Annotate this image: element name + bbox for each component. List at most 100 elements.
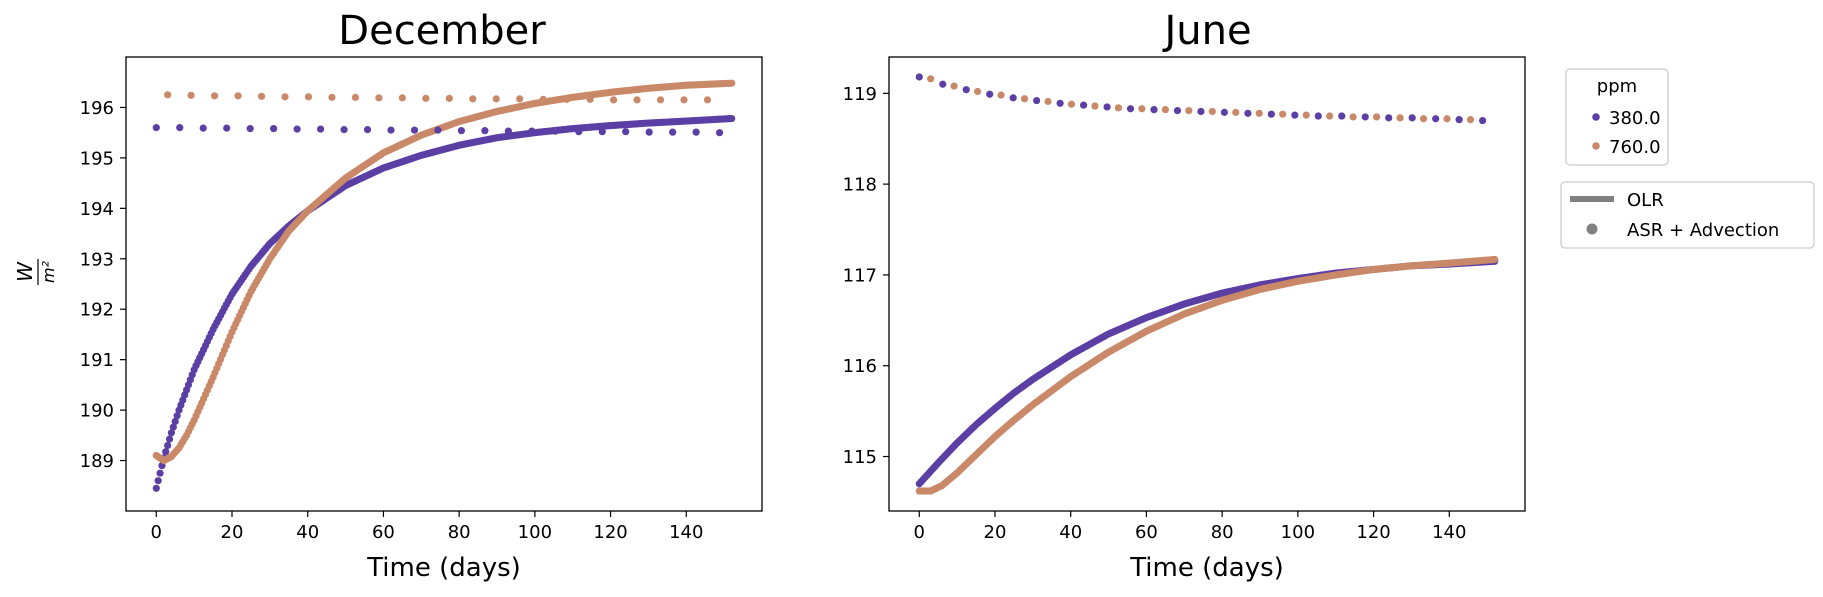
x-tick-label: 40 — [296, 522, 319, 543]
legend-box — [1565, 68, 1669, 166]
data-point — [154, 477, 162, 485]
data-point — [1161, 106, 1169, 114]
data-point — [1197, 107, 1205, 116]
data-point — [1150, 106, 1158, 114]
y-tick-label: 118 — [843, 175, 877, 196]
data-point — [210, 92, 219, 100]
data-point — [165, 435, 174, 443]
y-tick-label: 119 — [843, 84, 877, 105]
legend-ppm: ppm 380.0 760.0 — [1565, 68, 1669, 166]
y-axis-ticks: 189 190 191 192 193 194 195 196 — [80, 98, 126, 472]
x-tick-label: 140 — [669, 522, 703, 543]
legend-label-760: 760.0 — [1609, 137, 1661, 158]
data-point — [234, 92, 242, 100]
data-point — [1361, 113, 1369, 121]
data-point — [1020, 95, 1029, 103]
data-point — [669, 128, 677, 136]
data-point — [1033, 96, 1041, 105]
x-tick-label: 120 — [1356, 522, 1390, 543]
data-point — [1443, 115, 1451, 123]
data-point — [281, 93, 289, 101]
data-point — [171, 417, 179, 426]
data-point — [1208, 107, 1216, 116]
legend-title: ppm — [1597, 76, 1637, 97]
chart-panel-december: December 0 20 40 60 80 100 120 140 189 190 191 192… — [13, 8, 763, 583]
data-point — [246, 125, 254, 133]
data-point — [1220, 108, 1229, 116]
legend-box — [1560, 181, 1815, 249]
data-point — [927, 75, 935, 83]
data-point — [1385, 114, 1393, 122]
data-point — [1373, 113, 1381, 121]
data-point — [728, 79, 736, 87]
data-point — [1044, 97, 1052, 106]
x-axis-label: Time (days) — [366, 553, 521, 583]
data-point — [915, 73, 923, 81]
data-point — [410, 126, 419, 134]
data-point — [610, 96, 618, 104]
data-point — [169, 423, 177, 431]
data-point — [164, 91, 172, 99]
data-point — [1255, 109, 1263, 117]
data-point — [575, 128, 583, 136]
x-tick-label: 80 — [1211, 522, 1234, 543]
data-point — [950, 82, 958, 90]
chart-title: June — [1161, 8, 1251, 54]
y-tick-label: 117 — [843, 265, 877, 286]
data-point — [457, 127, 466, 135]
y-tick-label: 193 — [80, 249, 114, 270]
data-point — [199, 124, 207, 132]
chart-panel-june: June 0 20 40 60 80 100 120 140 115116117118119 … — [843, 8, 1526, 583]
x-axis-ticks: 0 20 40 60 80 100 120 140 — [914, 511, 1466, 543]
data-point — [167, 429, 176, 437]
x-tick-label: 20 — [984, 522, 1007, 543]
data-point — [1291, 111, 1299, 119]
data-point — [340, 126, 348, 134]
data-point — [1326, 112, 1334, 120]
data-point — [1455, 116, 1463, 124]
svg-text:m²: m² — [39, 260, 58, 283]
data-point — [598, 128, 606, 136]
y-tick-label: 116 — [843, 356, 877, 377]
data-point — [1432, 115, 1440, 123]
data-point — [152, 484, 160, 492]
data-point — [528, 127, 536, 135]
data-point — [469, 95, 477, 103]
data-point — [1244, 109, 1252, 117]
data-point — [1138, 105, 1146, 113]
data-point — [680, 96, 688, 104]
data-point — [1173, 106, 1182, 115]
data-point — [1349, 113, 1357, 121]
data-point — [1314, 112, 1322, 120]
series-760.0-olr — [152, 79, 736, 465]
y-tick-label: 194 — [80, 199, 114, 220]
data-point — [176, 124, 184, 132]
svg-text:W: W — [13, 261, 37, 282]
y-axis-ticks: 115 116 117 118 119 — [843, 84, 889, 468]
data-point — [351, 93, 360, 101]
data-point — [293, 125, 301, 133]
data-point — [363, 126, 372, 134]
data-point — [1396, 114, 1404, 122]
data-point — [1103, 103, 1111, 111]
legend-style: OLR ASR + Advection — [1560, 181, 1815, 249]
x-tick-label: 20 — [221, 522, 244, 543]
legend-label-asr: ASR + Advection — [1627, 220, 1779, 241]
plot-frame — [125, 56, 763, 512]
data-point — [422, 94, 430, 102]
x-tick-label: 80 — [448, 522, 471, 543]
data-point — [434, 126, 442, 134]
x-axis-ticks: 0 20 40 60 80 100 120 140 — [151, 511, 703, 543]
y-axis-label: W m² — [13, 259, 58, 285]
plot-frame — [888, 56, 1526, 512]
x-tick-label: 120 — [593, 522, 627, 543]
data-point — [1009, 94, 1017, 102]
y-tick-label: 115 — [843, 447, 877, 468]
x-tick-label: 100 — [518, 522, 552, 543]
data-point — [551, 127, 559, 135]
plot-area — [152, 79, 736, 492]
data-point — [633, 96, 641, 104]
series-380.0-olr — [915, 257, 1499, 488]
x-tick-label: 60 — [372, 522, 395, 543]
